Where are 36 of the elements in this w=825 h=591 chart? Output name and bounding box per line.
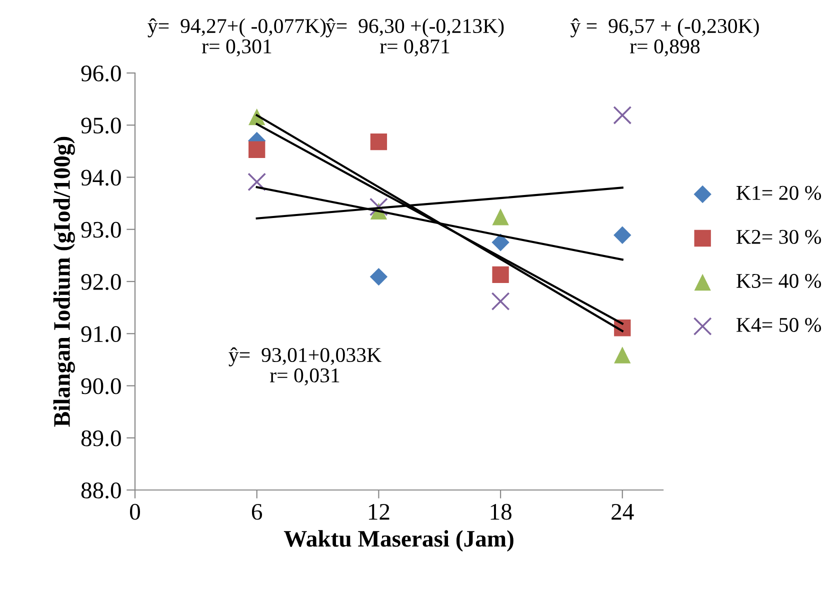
point: [248, 172, 266, 192]
x-tick-label: 0: [130, 504, 140, 520]
y-tick-label: 91.0: [81, 326, 121, 342]
point: [614, 226, 632, 244]
point: [491, 292, 510, 311]
legend-label: K2= 30 %: [736, 230, 822, 244]
x-axis-title: Waktu Maserasi (Jam): [284, 530, 514, 552]
x-tick-label: 12: [368, 504, 390, 520]
y-tick-label: 89.0: [81, 430, 121, 446]
y-tick-label: 90.0: [81, 378, 121, 394]
annotation: ŷ= 93,01+0,033K r= 0,031: [228, 347, 382, 386]
point: [369, 198, 388, 216]
text: ŷ= 96,30 +(-0,213K) r= 0,871: [326, 18, 504, 56]
x-tick-label: 6: [252, 504, 262, 520]
point: [492, 234, 510, 252]
legend-label: K3= 40 %: [736, 274, 822, 288]
y-tick-label: 96.0: [81, 65, 121, 82]
y-tick-label: 88.0: [81, 482, 121, 499]
legend-label: K1= 20 %: [736, 186, 822, 200]
text: ŷ = 96,57 + (-0,230K) r= 0,898: [570, 18, 759, 56]
y-tick-label: 94.0: [81, 170, 121, 186]
y-tick-label: 93.0: [81, 222, 121, 238]
y-tick-label: 95.0: [81, 118, 121, 134]
point: [370, 133, 388, 150]
point: [613, 106, 632, 124]
point: [492, 266, 509, 284]
x-tick-label: 18: [490, 504, 512, 520]
point: [370, 268, 388, 286]
y-axis-title: Bilangan Iodium (gIod/100g): [53, 136, 75, 427]
x-tick-label: 24: [612, 504, 634, 520]
point: [248, 141, 266, 158]
y-tick-label: 92.0: [81, 274, 121, 290]
point: [614, 346, 631, 364]
point: [492, 208, 509, 226]
text: ŷ= 94,27+( -0,077K) r= 0,301: [148, 18, 326, 56]
legend-label: K4= 50 %: [736, 318, 822, 332]
